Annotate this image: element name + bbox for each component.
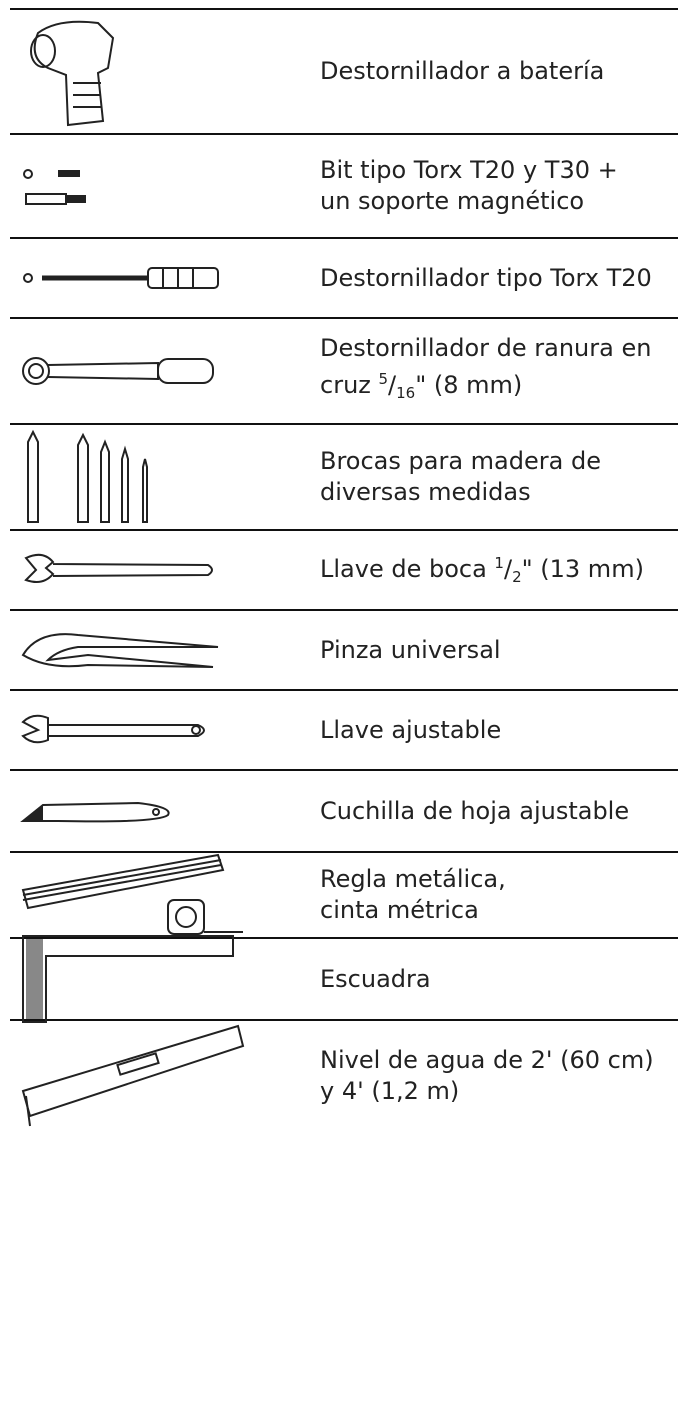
label-line: Cuchilla de hoja ajustable — [320, 796, 629, 827]
label-sub: 16 — [396, 384, 416, 402]
tool-label: Llave de boca 1/2" (13 mm) — [320, 548, 644, 593]
label-sup: 1 — [494, 553, 504, 572]
label-line: un soporte magnético — [320, 186, 618, 217]
tool-row: Nivel de agua de 2' (60 cm) y 4' (1,2 m) — [10, 1019, 678, 1131]
tool-row: Cuchilla de hoja ajustable — [10, 769, 678, 851]
tool-label: Brocas para madera de diversas medidas — [320, 446, 601, 508]
label-text: Escuadra — [320, 964, 431, 993]
tool-icon — [10, 10, 320, 133]
tool-icon — [10, 853, 320, 937]
tool-label: Bit tipo Torx T20 y T30 + un soporte magn… — [320, 155, 618, 217]
tool-icon — [10, 771, 320, 851]
tool-list: Destornillador a batería Bit tipo Torx T2… — [10, 8, 678, 1131]
tool-icon — [10, 935, 320, 1023]
label-text: / — [503, 554, 513, 583]
tool-row: Destornillador a batería — [10, 8, 678, 133]
label-text: Bit tipo Torx T20 y T30 + — [320, 156, 618, 184]
tool-icon — [10, 691, 320, 769]
label-line: Llave ajustable — [320, 715, 501, 746]
label-line: Destornillador tipo Torx T20 — [320, 263, 652, 294]
label-line: y 4' (1,2 m) — [320, 1076, 654, 1107]
label-line: Pinza universal — [320, 635, 501, 666]
tool-label: Pinza universal — [320, 635, 501, 666]
label-line: Escuadra — [320, 964, 431, 995]
tool-row: Bit tipo Torx T20 y T30 + un soporte magn… — [10, 133, 678, 237]
tool-label: Cuchilla de hoja ajustable — [320, 796, 629, 827]
label-line: Regla metálica, — [320, 864, 506, 895]
tool-row: Llave de boca 1/2" (13 mm) — [10, 529, 678, 609]
label-text: cruz — [320, 371, 379, 399]
tool-icon — [10, 135, 320, 237]
label-text: Brocas para madera de — [320, 447, 601, 475]
label-text: diversas medidas — [320, 478, 531, 506]
tool-row: Destornillador de ranura en cruz 5/16" (8… — [10, 317, 678, 423]
tool-row: Destornillador tipo Torx T20 — [10, 237, 678, 317]
label-line: Llave de boca 1/2" (13 mm) — [320, 548, 644, 593]
label-text: cinta métrica — [320, 896, 479, 924]
label-text: Llave ajustable — [320, 715, 502, 744]
tool-row: Regla metálica, cinta métrica — [10, 851, 678, 937]
tool-icon — [10, 531, 320, 609]
tool-row: Brocas para madera de diversas medidas — [10, 423, 678, 529]
tool-label: Destornillador de ranura en cruz 5/16" (8… — [320, 333, 651, 409]
tool-label: Destornillador tipo Torx T20 — [320, 263, 652, 294]
tool-label: Nivel de agua de 2' (60 cm) y 4' (1,2 m) — [320, 1045, 654, 1107]
tool-label: Regla metálica, cinta métrica — [320, 864, 506, 926]
label-text: Nivel de agua de 2' (60 cm) — [320, 1046, 654, 1074]
label-text: un soporte magnético — [320, 187, 585, 215]
tool-label: Destornillador a batería — [320, 56, 604, 87]
tool-row: Llave ajustable — [10, 689, 678, 769]
tool-row: Escuadra — [10, 935, 678, 1023]
label-text: Llave de boca — [320, 554, 495, 583]
label-line: Destornillador a batería — [320, 56, 604, 87]
tool-icon — [10, 239, 320, 317]
label-line: Destornillador de ranura en — [320, 333, 651, 364]
label-text: Pinza universal — [320, 635, 501, 664]
tool-row: Pinza universal — [10, 609, 678, 689]
tool-label: Escuadra — [320, 964, 431, 995]
label-line: Brocas para madera de — [320, 446, 601, 477]
tool-icon — [10, 425, 320, 529]
label-text: " (8 mm) — [415, 371, 523, 399]
label-line: Nivel de agua de 2' (60 cm) — [320, 1045, 654, 1076]
tool-icon — [10, 1021, 320, 1131]
label-sup: 5 — [378, 370, 389, 388]
label-text: Destornillador a batería — [320, 57, 605, 85]
tool-icon — [10, 611, 320, 689]
label-text: Regla metálica, — [320, 865, 506, 893]
label-text: " (13 mm) — [521, 554, 644, 583]
label-text: / — [388, 371, 397, 399]
label-line: diversas medidas — [320, 477, 601, 508]
tool-label: Llave ajustable — [320, 715, 501, 746]
label-text: y 4' (1,2 m) — [320, 1077, 460, 1105]
label-sub: 2 — [512, 567, 522, 586]
tool-icon — [10, 319, 320, 423]
label-line: cruz 5/16" (8 mm) — [320, 364, 651, 409]
label-text: Cuchilla de hoja ajustable — [320, 796, 630, 825]
label-line: cinta métrica — [320, 895, 506, 926]
label-line: Bit tipo Torx T20 y T30 + — [320, 155, 618, 186]
label-text: Destornillador de ranura en — [320, 334, 652, 362]
label-text: Destornillador tipo Torx T20 — [320, 263, 652, 292]
